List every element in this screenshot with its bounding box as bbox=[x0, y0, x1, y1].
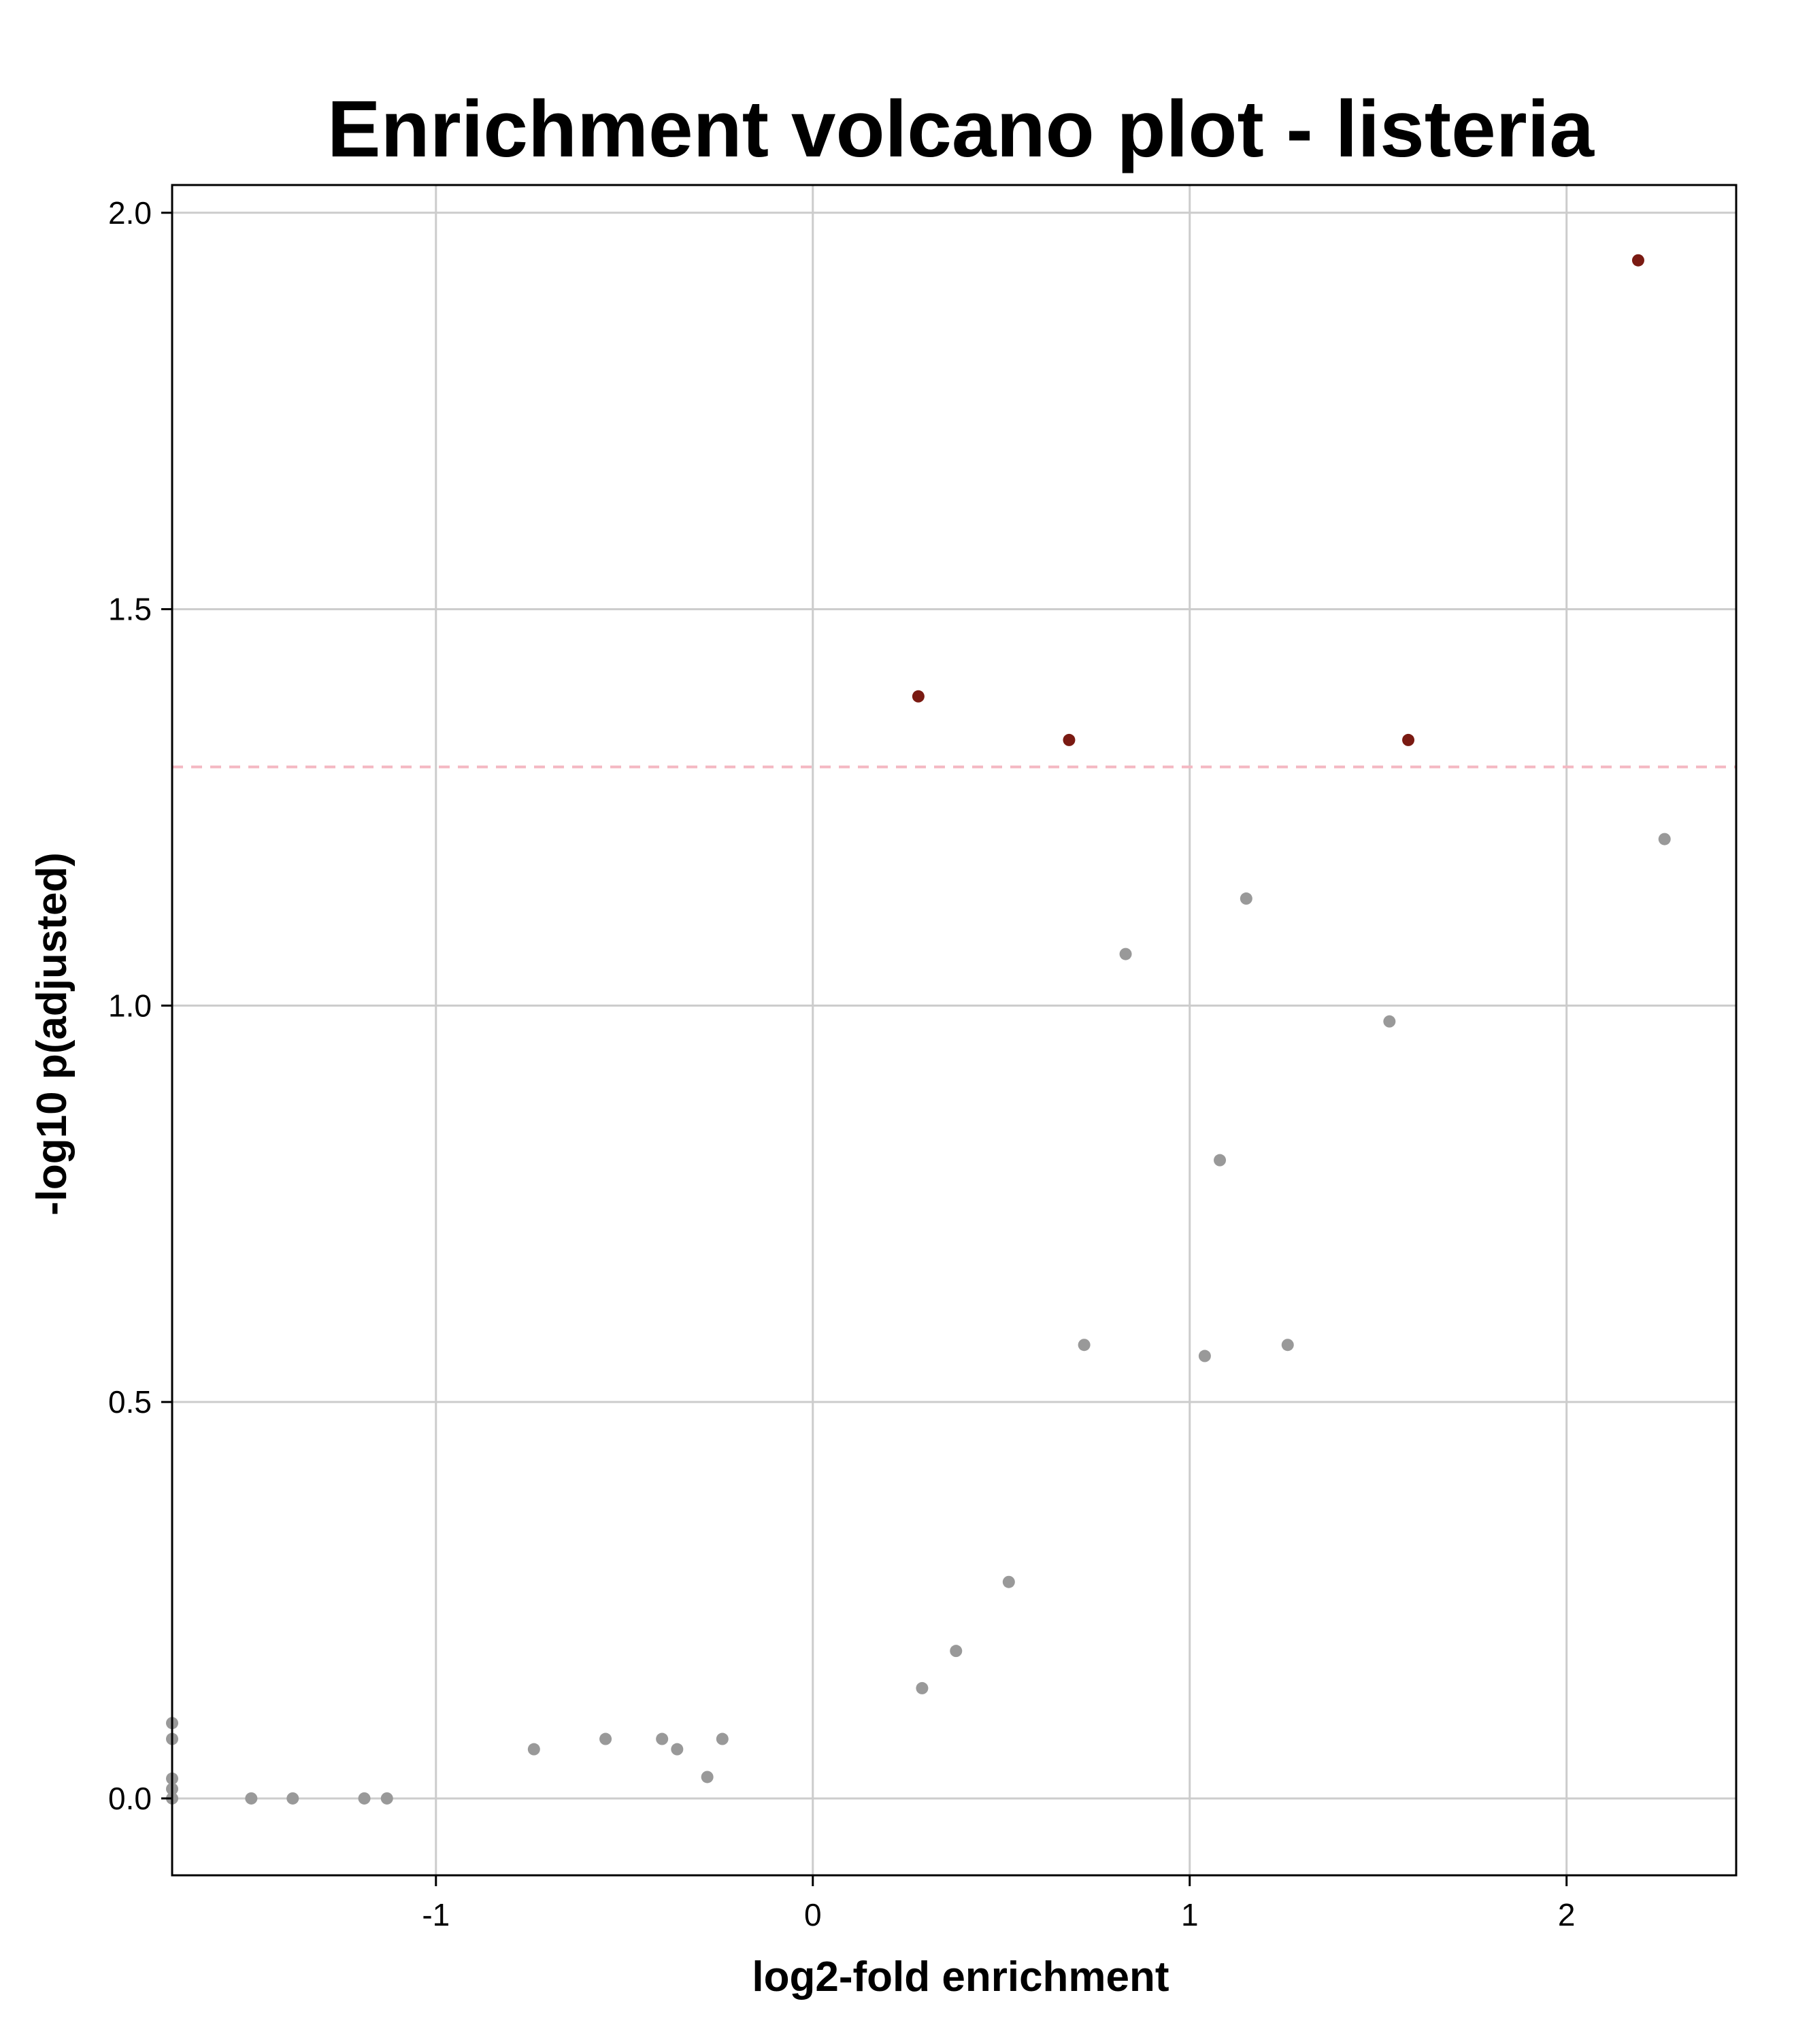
data-point bbox=[671, 1743, 684, 1756]
significant-point bbox=[1402, 733, 1415, 746]
data-point bbox=[916, 1681, 929, 1694]
data-point bbox=[1240, 892, 1252, 905]
y-tick-label: 2.0 bbox=[108, 195, 152, 231]
data-point bbox=[1281, 1339, 1294, 1352]
x-axis-title: log2-fold enrichment bbox=[752, 1954, 1169, 2000]
data-point bbox=[527, 1743, 540, 1756]
data-point bbox=[1078, 1339, 1091, 1352]
data-point bbox=[1214, 1154, 1227, 1167]
data-point bbox=[599, 1732, 612, 1745]
y-axis-title: -log10 p(adjusted) bbox=[29, 852, 76, 1216]
data-point bbox=[380, 1792, 393, 1805]
data-point bbox=[286, 1792, 299, 1805]
data-point bbox=[716, 1732, 729, 1745]
data-point bbox=[656, 1732, 669, 1745]
y-tick-label: 1.0 bbox=[108, 988, 152, 1023]
significant-point bbox=[912, 690, 925, 703]
significant-point bbox=[1063, 733, 1076, 746]
significant-point bbox=[1631, 254, 1644, 267]
y-tick-label: 0.5 bbox=[108, 1384, 152, 1420]
data-points bbox=[166, 254, 1671, 1805]
data-point bbox=[701, 1771, 714, 1783]
y-tick-label: 1.5 bbox=[108, 592, 152, 627]
chart-title: Enrichment volcano plot - listeria bbox=[327, 84, 1595, 174]
x-tick-label: 0 bbox=[804, 1897, 822, 1932]
x-tick-label: 2 bbox=[1558, 1897, 1576, 1932]
data-point bbox=[950, 1645, 963, 1658]
data-point bbox=[1002, 1575, 1015, 1588]
plot-frame bbox=[171, 184, 1738, 1877]
data-point bbox=[1198, 1350, 1211, 1362]
x-tick-label: -1 bbox=[422, 1897, 450, 1932]
data-point bbox=[1383, 1015, 1396, 1028]
data-point bbox=[1119, 948, 1132, 960]
axis-ticks: -1 0 1 2 0.0 0.5 1.0 1.5 2.0 bbox=[108, 195, 1575, 1932]
data-point bbox=[1658, 833, 1671, 845]
x-tick-label: 1 bbox=[1181, 1897, 1199, 1932]
data-point bbox=[358, 1792, 371, 1805]
y-tick-label: 0.0 bbox=[108, 1781, 152, 1816]
data-point bbox=[245, 1792, 258, 1805]
grid-lines bbox=[172, 185, 1736, 1875]
